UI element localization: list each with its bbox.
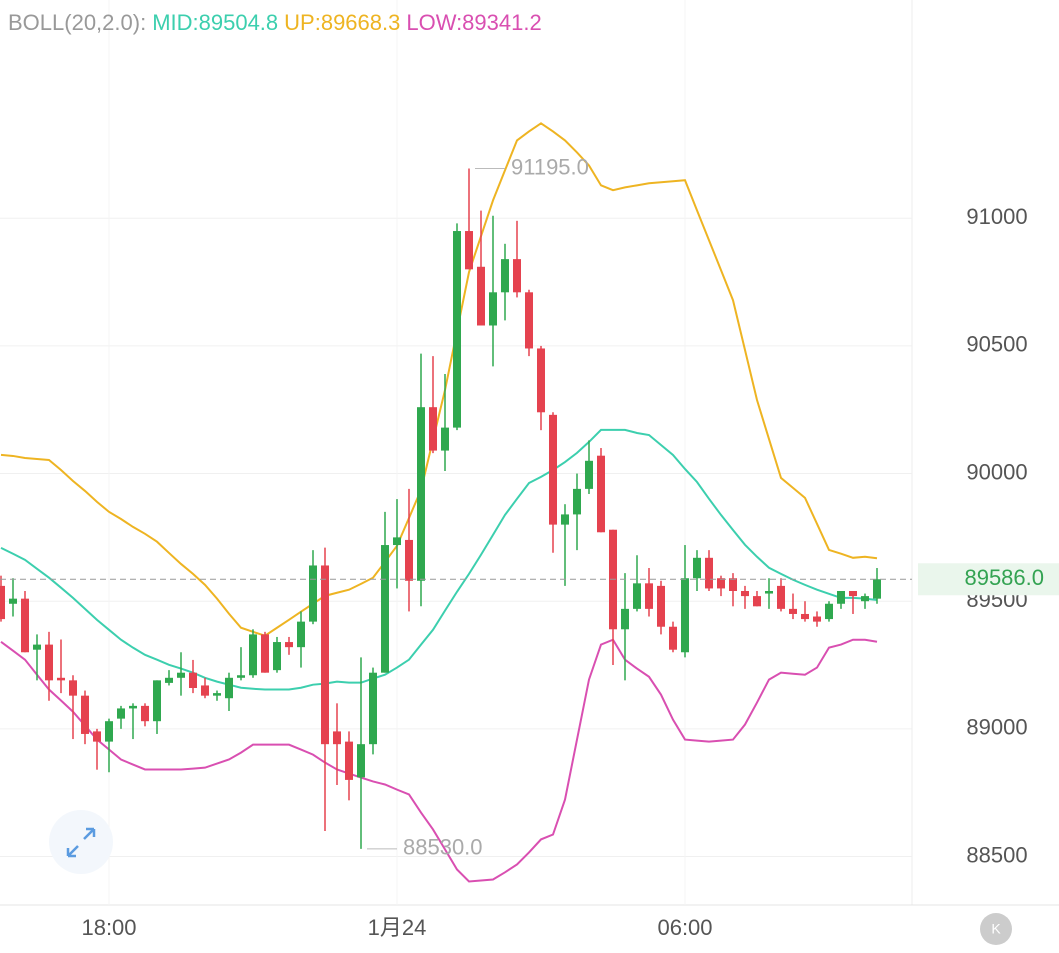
- candle-body: [237, 675, 245, 678]
- candle-body: [213, 693, 221, 696]
- candle-body: [153, 680, 161, 722]
- candle-body: [441, 427, 449, 451]
- last-price-box: [918, 563, 1059, 596]
- candle-body: [597, 455, 605, 533]
- candle-body: [93, 731, 101, 742]
- candle-body: [525, 292, 533, 349]
- candle-body: [573, 488, 581, 515]
- candle-body: [657, 585, 665, 627]
- candle-body: [693, 557, 701, 579]
- k-button[interactable]: K: [980, 913, 1012, 945]
- candle-body: [33, 644, 41, 650]
- x-tick-label: 1月24: [368, 915, 427, 940]
- candle-body: [225, 677, 233, 699]
- candle-body: [357, 744, 365, 778]
- candle-body: [801, 613, 809, 620]
- svg-text:K: K: [991, 921, 1001, 937]
- candle-body: [513, 259, 521, 293]
- candle-body: [681, 578, 689, 653]
- candle-body: [465, 231, 473, 270]
- candle-body: [429, 407, 437, 451]
- x-tick-label: 18:00: [81, 915, 136, 940]
- candle-body: [777, 585, 785, 609]
- candle-body: [453, 231, 461, 428]
- y-tick-label: 90000: [966, 459, 1027, 484]
- candle-body: [813, 616, 821, 622]
- candle-body: [177, 672, 185, 678]
- candle-body: [393, 537, 401, 546]
- candle-body: [273, 642, 281, 671]
- candle-body: [537, 348, 545, 413]
- candle-body: [849, 590, 857, 597]
- candle-body: [69, 680, 77, 696]
- candle-body: [825, 603, 833, 620]
- candle-body: [561, 514, 569, 525]
- candle-body: [645, 583, 653, 609]
- legend-entry: UP:89668.3: [284, 10, 400, 35]
- candle-body: [633, 583, 641, 609]
- candle-body: [489, 292, 497, 326]
- candle-body: [165, 677, 173, 683]
- candle-body: [345, 741, 353, 780]
- x-tick-label: 06:00: [657, 915, 712, 940]
- candle-body: [129, 705, 137, 709]
- candle-body: [249, 634, 257, 676]
- candle-body: [45, 644, 53, 681]
- candle-body: [117, 708, 125, 719]
- extreme-label: 91195.0: [511, 154, 589, 179]
- candle-body: [9, 598, 17, 604]
- candle-body: [477, 266, 485, 326]
- candle-body: [189, 672, 197, 689]
- candle-body: [717, 578, 725, 589]
- extreme-label: 88530.0: [403, 835, 483, 860]
- indicator-legend: BOLL(20,2.0): MID:89504.8 UP:89668.3 LOW:89…: [8, 10, 542, 35]
- candle-body: [321, 565, 329, 745]
- candle-body: [765, 590, 773, 594]
- candle-body: [549, 414, 557, 525]
- candle-body: [21, 598, 29, 653]
- candle-body: [585, 460, 593, 489]
- candle-body: [669, 626, 677, 650]
- last-price-label: 89586.0: [964, 565, 1044, 590]
- candle-body: [753, 596, 761, 607]
- band-line: [0, 122, 878, 637]
- expand-button[interactable]: [49, 810, 113, 874]
- candle-body: [285, 642, 293, 648]
- y-tick-label: 88500: [966, 842, 1027, 867]
- candle-body: [201, 685, 209, 696]
- y-tick-label: 91000: [966, 204, 1027, 229]
- candle-body: [873, 579, 881, 599]
- candle-body: [0, 585, 5, 620]
- y-tick-label: 89000: [966, 715, 1027, 740]
- candle-body: [309, 565, 317, 622]
- candle-body: [333, 731, 341, 745]
- candle-body: [405, 539, 413, 581]
- candle-body: [141, 705, 149, 722]
- y-tick-label: 90500: [966, 332, 1027, 357]
- band-line: [0, 428, 878, 691]
- candle-body: [501, 259, 509, 293]
- candle-body: [57, 677, 65, 681]
- candle-body: [369, 672, 377, 745]
- indicator-name: BOLL(20,2.0):: [8, 10, 146, 35]
- candle-body: [705, 557, 713, 589]
- candle-body: [837, 590, 845, 604]
- candle-body: [741, 590, 749, 597]
- legend-entry: LOW:89341.2: [406, 10, 541, 35]
- candle-body: [261, 634, 269, 673]
- candle-body: [297, 621, 305, 648]
- candle-body: [417, 407, 425, 581]
- band-line: [0, 638, 878, 883]
- candle-body: [621, 608, 629, 630]
- candle-body: [789, 608, 797, 614]
- candle-body: [381, 545, 389, 673]
- legend-entry: MID:89504.8: [152, 10, 278, 35]
- candle-body: [81, 695, 89, 734]
- candle-body: [861, 596, 869, 602]
- candle-body: [105, 721, 113, 742]
- candle-body: [729, 578, 737, 591]
